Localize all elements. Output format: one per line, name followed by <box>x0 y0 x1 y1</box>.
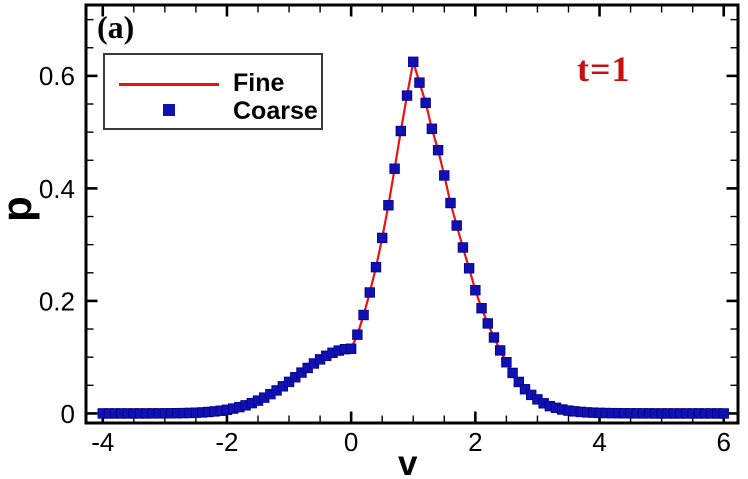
coarse-marker <box>432 144 444 156</box>
coarse-marker <box>370 261 382 273</box>
coarse-marker <box>482 318 493 329</box>
x-tick-label: -2 <box>215 427 238 457</box>
coarse-marker <box>463 263 475 274</box>
coarse-marker-swatch <box>163 104 175 116</box>
coarse-marker <box>488 332 500 343</box>
time-annotation: t=1 <box>577 49 631 89</box>
y-tick-label: 0.4 <box>39 174 75 204</box>
coarse-marker <box>439 170 450 181</box>
coarse-marker <box>494 345 506 356</box>
coarse-marker <box>358 309 369 321</box>
coarse-marker <box>426 123 438 134</box>
legend-label-fine: Fine <box>233 69 285 97</box>
y-tick-label: 0 <box>61 399 75 429</box>
y-tick-label: 0.6 <box>39 61 75 91</box>
coarse-marker <box>451 220 462 231</box>
y-tick-label: 0.2 <box>39 286 75 316</box>
x-tick-label: 0 <box>344 427 358 457</box>
legend: Fine Coarse <box>103 53 323 130</box>
coarse-marker <box>519 384 531 395</box>
coarse-marker <box>364 287 375 298</box>
x-tick-label: -4 <box>91 427 114 457</box>
coarse-marker <box>389 163 400 174</box>
y-axis-title: p <box>0 184 41 234</box>
coarse-marker <box>507 367 518 379</box>
coarse-marker <box>408 56 419 68</box>
legend-label-coarse: Coarse <box>233 97 318 125</box>
coarse-marker <box>414 77 425 88</box>
x-tick-label: 4 <box>592 427 606 457</box>
coarse-marker <box>470 285 481 296</box>
panel-label: (a) <box>97 9 135 45</box>
coarse-marker <box>445 197 456 209</box>
x-tick-label: 2 <box>468 427 482 457</box>
coarse-marker <box>718 408 729 419</box>
x-axis-title: v <box>398 444 418 479</box>
coarse-marker <box>401 90 413 101</box>
coarse-marker <box>395 125 407 137</box>
coarse-marker <box>513 376 525 388</box>
coarse-marker <box>376 232 388 244</box>
coarse-marker <box>420 97 431 109</box>
plot-frame <box>84 3 740 425</box>
x-tick-label: 6 <box>716 427 730 457</box>
fine-line-swatch <box>119 83 219 86</box>
coarse-marker <box>457 242 469 253</box>
coarse-marker <box>383 200 394 211</box>
coarse-marker <box>345 343 357 354</box>
coarse-marker <box>476 303 487 314</box>
coarse-marker <box>352 329 363 340</box>
coarse-marker <box>501 357 512 368</box>
